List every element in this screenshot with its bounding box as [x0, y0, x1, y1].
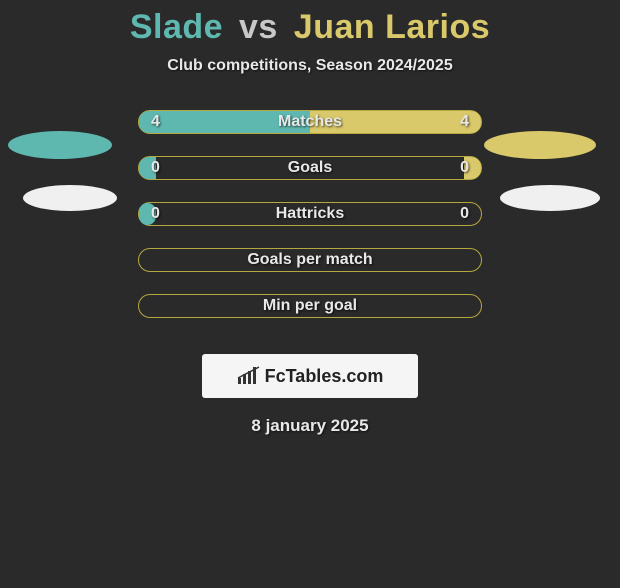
vs-text: vs — [239, 8, 278, 46]
player-ellipse — [484, 131, 596, 159]
logo-badge: FcTables.com — [202, 354, 418, 398]
stat-label: Goals — [288, 159, 332, 177]
stat-row: Goals per match — [138, 248, 482, 272]
stat-row: 0 0 Hattricks — [138, 202, 482, 226]
stat-value-left: 0 — [151, 159, 160, 177]
stat-value-left: 0 — [151, 205, 160, 223]
logo-text: FcTables.com — [265, 366, 384, 387]
stat-row: 4 4 Matches — [138, 110, 482, 134]
stat-label: Min per goal — [263, 297, 357, 315]
stat-row: 0 0 Goals — [138, 156, 482, 180]
stat-value-right: 0 — [460, 205, 469, 223]
stat-label: Goals per match — [247, 251, 372, 269]
player2-name: Juan Larios — [294, 8, 490, 46]
stat-value-right: 0 — [460, 159, 469, 177]
stat-row: Min per goal — [138, 294, 482, 318]
stat-label: Hattricks — [276, 205, 344, 223]
player-ellipse — [23, 185, 117, 211]
stat-value-left: 4 — [151, 113, 160, 131]
bars-icon — [237, 366, 261, 386]
player-ellipse — [8, 131, 112, 159]
stat-label: Matches — [278, 113, 342, 131]
player1-name: Slade — [130, 8, 223, 46]
player-ellipse — [500, 185, 600, 211]
date-text: 8 january 2025 — [0, 416, 620, 436]
stat-value-right: 4 — [460, 113, 469, 131]
page-title: Slade vs Juan Larios — [0, 8, 620, 47]
subtitle: Club competitions, Season 2024/2025 — [0, 57, 620, 75]
